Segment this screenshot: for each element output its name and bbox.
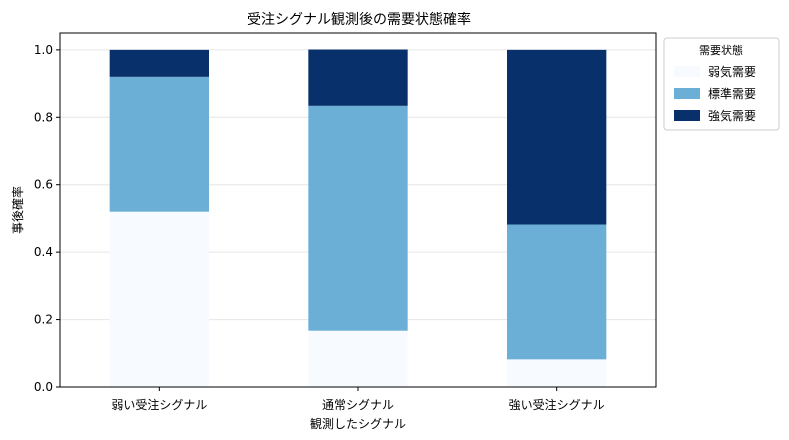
x-tick-label: 弱い受注シグナル: [111, 397, 207, 412]
legend-swatch: [674, 110, 700, 121]
legend-label: 弱気需要: [708, 64, 756, 79]
bar-segment: [507, 359, 607, 387]
y-tick-label: 0.4: [34, 245, 53, 259]
bar-segment: [308, 330, 408, 387]
legend-title: 需要状態: [699, 43, 743, 57]
bar-segment: [507, 49, 607, 225]
bar-segment: [308, 49, 408, 106]
y-tick-label: 0.8: [34, 110, 53, 124]
y-axis: 0.0 0.2 0.4 0.6 0.8 1.0: [34, 43, 60, 394]
chart-title: 受注シグナル観測後の需要状態確率: [247, 11, 471, 28]
y-tick-label: 0.6: [34, 178, 53, 192]
x-tick-label: 強い受注シグナル: [509, 397, 605, 412]
bar-segment: [308, 105, 408, 331]
y-tick-label: 0.2: [34, 313, 53, 327]
y-axis-label: 事後確率: [10, 186, 25, 234]
bars: [109, 49, 607, 387]
bar-segment: [109, 49, 209, 77]
y-tick-label: 1.0: [34, 43, 53, 57]
x-axis-label: 観測したシグナル: [310, 417, 406, 431]
legend-swatch: [674, 66, 700, 77]
y-tick-label: 0.0: [34, 380, 53, 394]
legend-label: 標準需要: [708, 86, 756, 101]
x-tick-label: 通常シグナル: [322, 398, 394, 412]
x-axis: 弱い受注シグナル 通常シグナル 強い受注シグナル: [111, 387, 605, 412]
legend-box: [663, 37, 780, 131]
legend-swatch: [674, 88, 700, 99]
legend-label: 強気需要: [708, 108, 756, 123]
bar-segment: [109, 76, 209, 212]
bar-segment: [109, 211, 209, 387]
bar-segment: [507, 224, 607, 360]
